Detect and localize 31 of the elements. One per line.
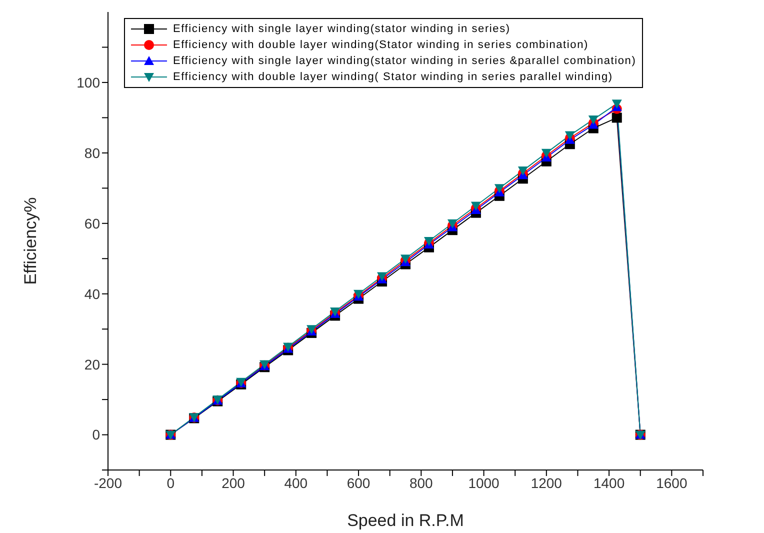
x-tick-label: 200 xyxy=(222,474,246,491)
point xyxy=(612,100,622,109)
y-tick-label: 0 xyxy=(92,426,100,443)
legend-label: Efficiency with single layer winding(stator winding in series &parallel combination) xyxy=(173,54,636,69)
legend-label: Efficiency with double layer winding( Stator winding in series parallel winding) xyxy=(173,70,613,85)
point xyxy=(494,184,504,194)
point xyxy=(541,148,552,158)
y-tick-label: 40 xyxy=(84,286,100,302)
point xyxy=(424,237,434,246)
x-tick-label: -200 xyxy=(94,474,122,491)
y-axis-title: Efficiency% xyxy=(21,197,40,285)
legend-label: Efficiency with double layer winding(Stator winding in series combination) xyxy=(173,38,588,53)
y-tick-label: 80 xyxy=(84,144,100,161)
point xyxy=(612,112,622,123)
x-tick-label: 1000 xyxy=(468,474,500,491)
x-tick-label: 1400 xyxy=(593,474,625,491)
point xyxy=(588,115,598,124)
point xyxy=(518,166,528,176)
x-tick-label: 600 xyxy=(346,474,370,491)
x-axis-title: Speed in R.P.M xyxy=(347,511,464,530)
y-tick-label: 60 xyxy=(84,215,100,232)
x-tick-label: 1200 xyxy=(530,474,562,491)
legend-label: Efficiency with single layer winding(stator winding in series) xyxy=(173,22,510,37)
y-tick-label: 100 xyxy=(76,74,100,90)
y-tick-label: 20 xyxy=(84,356,100,372)
point xyxy=(470,202,481,211)
x-tick-label: 800 xyxy=(409,474,434,491)
x-tick-label: 400 xyxy=(284,474,308,491)
x-tick-label: 1600 xyxy=(656,474,688,491)
point xyxy=(564,131,575,140)
x-tick-label: 0 xyxy=(166,474,175,491)
